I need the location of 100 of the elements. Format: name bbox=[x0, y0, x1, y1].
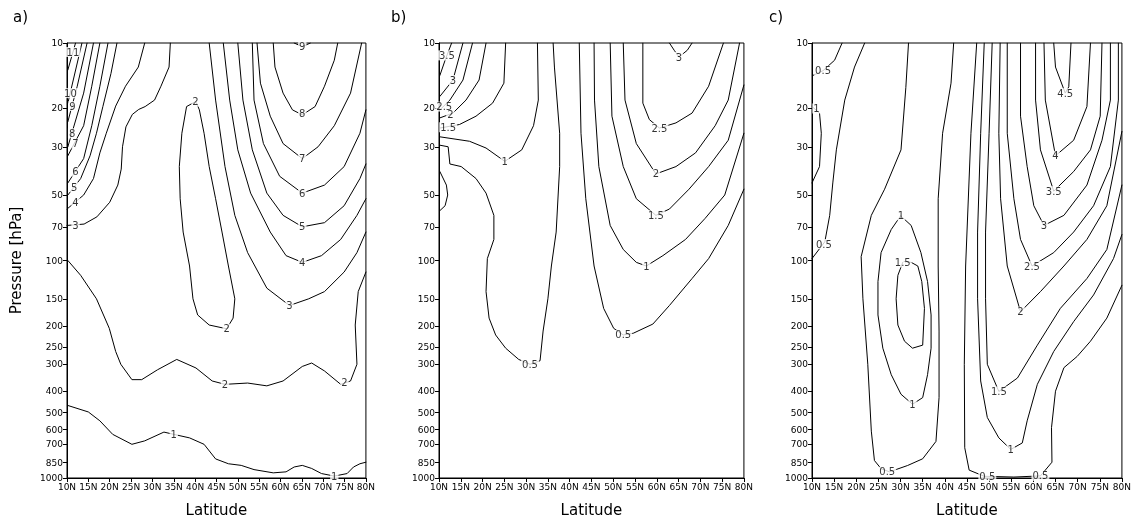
annotation: 9 bbox=[69, 100, 76, 112]
annotation: 7 bbox=[299, 153, 306, 165]
x-tick-label: 50N bbox=[980, 481, 999, 492]
y-tick-label: 850 bbox=[790, 457, 809, 468]
x-tick-label: 80N bbox=[1112, 481, 1131, 492]
annotation: 2 bbox=[1017, 306, 1024, 318]
y-tick-label: 30 bbox=[51, 141, 64, 152]
x-tick-label: 25N bbox=[495, 481, 514, 492]
x-tick-label: 20N bbox=[847, 481, 866, 492]
annotation: 1 bbox=[643, 260, 650, 272]
annotation: 4 bbox=[299, 256, 306, 268]
y-tick-label: 300 bbox=[45, 359, 64, 370]
chart-title: c) bbox=[769, 7, 784, 26]
y-tick-label: 300 bbox=[417, 359, 436, 370]
y-tick-label: 700 bbox=[790, 439, 809, 450]
x-tick-label: 70N bbox=[1068, 481, 1087, 492]
annotation: 3.5 bbox=[438, 49, 455, 61]
x-tick-label: 70N bbox=[691, 481, 710, 492]
y-tick-label: 1000 bbox=[412, 473, 436, 483]
annotation: 1 bbox=[1007, 443, 1014, 455]
annotation: 3 bbox=[449, 74, 457, 86]
x-tick-label: 20N bbox=[473, 481, 492, 492]
x-tick-label: 15N bbox=[79, 481, 98, 492]
x-tick-label: 10N bbox=[57, 481, 77, 492]
y-tick-label: 150 bbox=[790, 293, 809, 304]
x-tick-label: 30N bbox=[517, 481, 536, 492]
annotation: 11 bbox=[66, 46, 80, 58]
x-axis-title: Latitude bbox=[560, 500, 623, 519]
y-tick-label: 200 bbox=[417, 320, 436, 331]
x-tick-label: 40N bbox=[935, 481, 954, 492]
y-tick-label: 600 bbox=[790, 424, 809, 435]
y-tick-label: 10 bbox=[423, 38, 436, 48]
annotation: 3 bbox=[72, 219, 79, 231]
y-tick-label: 700 bbox=[45, 439, 64, 450]
x-tick-label: 30N bbox=[143, 481, 162, 492]
y-tick-label: 70 bbox=[423, 221, 436, 232]
y-tick-label: 1000 bbox=[40, 473, 64, 483]
annotation: 4 bbox=[72, 196, 79, 208]
annotation: 8 bbox=[299, 107, 306, 119]
y-tick-label: 150 bbox=[45, 293, 64, 304]
x-tick-label: 55N bbox=[625, 481, 645, 492]
y-tick-label: 20 bbox=[796, 103, 809, 114]
x-tick-label: 55N bbox=[1002, 481, 1021, 492]
annotation: 6 bbox=[299, 187, 306, 199]
y-tick-label: 30 bbox=[796, 141, 809, 152]
x-tick-label: 55N bbox=[250, 481, 269, 492]
annotation: 1.5 bbox=[440, 121, 457, 133]
annotation: 0.5 bbox=[816, 238, 832, 250]
y-tick-label: 700 bbox=[417, 439, 436, 450]
annotation: 7 bbox=[72, 138, 79, 150]
chart-title: a) bbox=[13, 7, 29, 26]
y-tick-label: 100 bbox=[417, 255, 436, 266]
y-tick-label: 100 bbox=[45, 255, 64, 266]
annotation: 5 bbox=[71, 181, 78, 193]
y-tick-label: 850 bbox=[45, 457, 64, 468]
annotation: 6 bbox=[72, 166, 79, 178]
annotation: 0.5 bbox=[979, 470, 996, 482]
y-tick-label: 500 bbox=[45, 407, 64, 418]
annotation: 2 bbox=[221, 378, 229, 390]
y-tick-label: 10 bbox=[51, 38, 64, 48]
annotation: 1 bbox=[331, 470, 338, 482]
y-tick-label: 250 bbox=[45, 342, 64, 353]
x-axis-title: Latitude bbox=[185, 500, 248, 519]
x-tick-label: 75N bbox=[335, 481, 354, 492]
x-tick-label: 35N bbox=[164, 481, 183, 492]
y-tick-label: 500 bbox=[417, 407, 436, 418]
annotation: 1 bbox=[170, 428, 177, 440]
y-tick-label: 10 bbox=[796, 38, 809, 48]
x-tick-label: 35N bbox=[538, 481, 557, 492]
annotation: 8 bbox=[68, 127, 76, 139]
x-tick-label: 10N bbox=[802, 481, 822, 492]
y-tick-label: 400 bbox=[417, 386, 436, 397]
x-tick-label: 75N bbox=[1090, 481, 1109, 492]
y-tick-label: 50 bbox=[423, 190, 436, 201]
y-tick-label: 500 bbox=[790, 407, 809, 418]
y-axis-title: Pressure [hPa] bbox=[6, 206, 25, 315]
annotation: 1 bbox=[813, 102, 820, 114]
annotation: 1 bbox=[897, 209, 905, 221]
y-tick-label: 400 bbox=[790, 386, 809, 397]
y-tick-label: 400 bbox=[45, 386, 64, 397]
annotation: 1 bbox=[501, 155, 508, 167]
y-tick-label: 150 bbox=[417, 293, 436, 304]
x-tick-label: 80N bbox=[734, 481, 753, 492]
y-tick-label: 30 bbox=[423, 141, 436, 152]
y-tick-label: 250 bbox=[790, 342, 809, 353]
annotation: 0.5 bbox=[879, 466, 896, 478]
x-tick-label: 60N bbox=[1024, 481, 1043, 492]
y-tick-label: 200 bbox=[45, 320, 64, 331]
annotation: 2 bbox=[341, 377, 348, 389]
y-tick-label: 250 bbox=[417, 342, 436, 353]
x-tick-label: 60N bbox=[271, 481, 290, 492]
x-tick-label: 20N bbox=[100, 481, 119, 492]
x-tick-label: 65N bbox=[669, 481, 688, 492]
annotation: 2 bbox=[652, 168, 660, 180]
annotation: 3 bbox=[286, 299, 293, 311]
y-tick-label: 20 bbox=[51, 103, 64, 114]
y-tick-label: 300 bbox=[790, 359, 809, 370]
x-tick-label: 40N bbox=[186, 481, 205, 492]
y-tick-label: 100 bbox=[790, 255, 809, 266]
x-tick-label: 10N bbox=[429, 481, 449, 492]
